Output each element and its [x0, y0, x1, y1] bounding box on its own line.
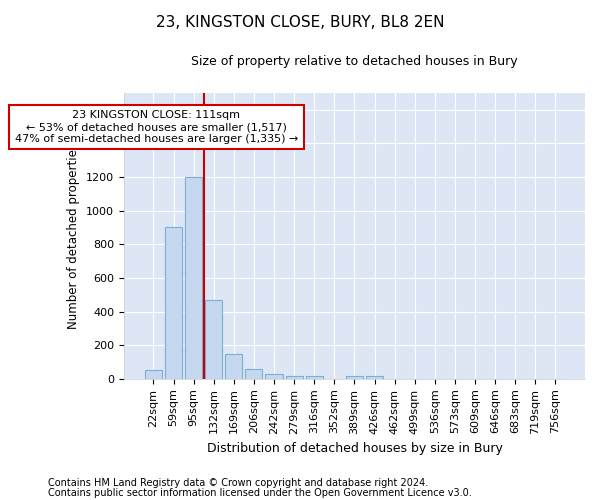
Bar: [225, 354, 242, 379]
Bar: [265, 374, 283, 379]
Bar: [205, 300, 222, 379]
Bar: [366, 376, 383, 379]
Text: Contains HM Land Registry data © Crown copyright and database right 2024.: Contains HM Land Registry data © Crown c…: [48, 478, 428, 488]
Text: 23 KINGSTON CLOSE: 111sqm
← 53% of detached houses are smaller (1,517)
47% of se: 23 KINGSTON CLOSE: 111sqm ← 53% of detac…: [15, 110, 298, 144]
Y-axis label: Number of detached properties: Number of detached properties: [67, 143, 80, 329]
Bar: [245, 368, 262, 379]
Bar: [145, 370, 162, 379]
Bar: [185, 177, 202, 379]
Bar: [165, 228, 182, 379]
Bar: [346, 376, 363, 379]
Text: Contains public sector information licensed under the Open Government Licence v3: Contains public sector information licen…: [48, 488, 472, 498]
X-axis label: Distribution of detached houses by size in Bury: Distribution of detached houses by size …: [206, 442, 502, 455]
Bar: [305, 376, 323, 379]
Title: Size of property relative to detached houses in Bury: Size of property relative to detached ho…: [191, 55, 518, 68]
Bar: [286, 376, 302, 379]
Text: 23, KINGSTON CLOSE, BURY, BL8 2EN: 23, KINGSTON CLOSE, BURY, BL8 2EN: [156, 15, 444, 30]
